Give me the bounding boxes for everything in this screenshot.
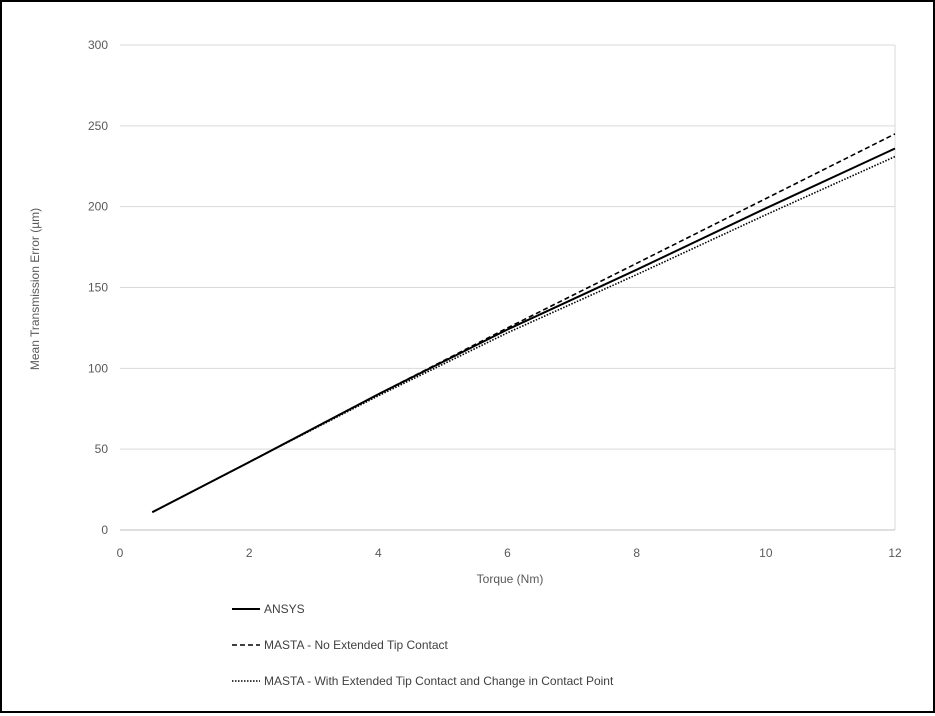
legend-label-3: MASTA - With Extended Tip Contact and Ch… xyxy=(264,674,614,688)
y-tick-label: 250 xyxy=(88,119,108,133)
x-tick-label: 2 xyxy=(246,546,253,560)
y-tick-label: 50 xyxy=(95,442,109,456)
y-tick-label: 150 xyxy=(88,281,108,295)
x-tick-label: 12 xyxy=(888,546,902,560)
legend-label-1: ANSYS xyxy=(264,602,305,616)
x-tick-label: 4 xyxy=(375,546,382,560)
x-tick-label: 0 xyxy=(117,546,124,560)
y-tick-label: 200 xyxy=(88,200,108,214)
series-line-3 xyxy=(152,157,895,513)
x-tick-label: 10 xyxy=(759,546,773,560)
legend: ANSYS MASTA - No Extended Tip Contact MAST… xyxy=(232,602,614,688)
x-tick-label: 6 xyxy=(504,546,511,560)
legend-label-2: MASTA - No Extended Tip Contact xyxy=(264,638,449,652)
x-tick-labels: 0 2 4 6 8 10 12 xyxy=(117,546,902,560)
x-tick-label: 8 xyxy=(633,546,640,560)
y-axis-label: Mean Transmission Error (µm) xyxy=(28,208,42,370)
y-tick-label: 100 xyxy=(88,361,108,375)
x-axis-label: Torque (Nm) xyxy=(477,572,544,586)
gridlines xyxy=(120,45,895,530)
y-tick-label: 300 xyxy=(88,38,108,52)
y-tick-labels: 0 50 100 150 200 250 300 xyxy=(88,38,108,537)
y-tick-label: 0 xyxy=(101,523,108,537)
series-lines xyxy=(152,134,895,512)
series-line-1 xyxy=(152,149,895,513)
